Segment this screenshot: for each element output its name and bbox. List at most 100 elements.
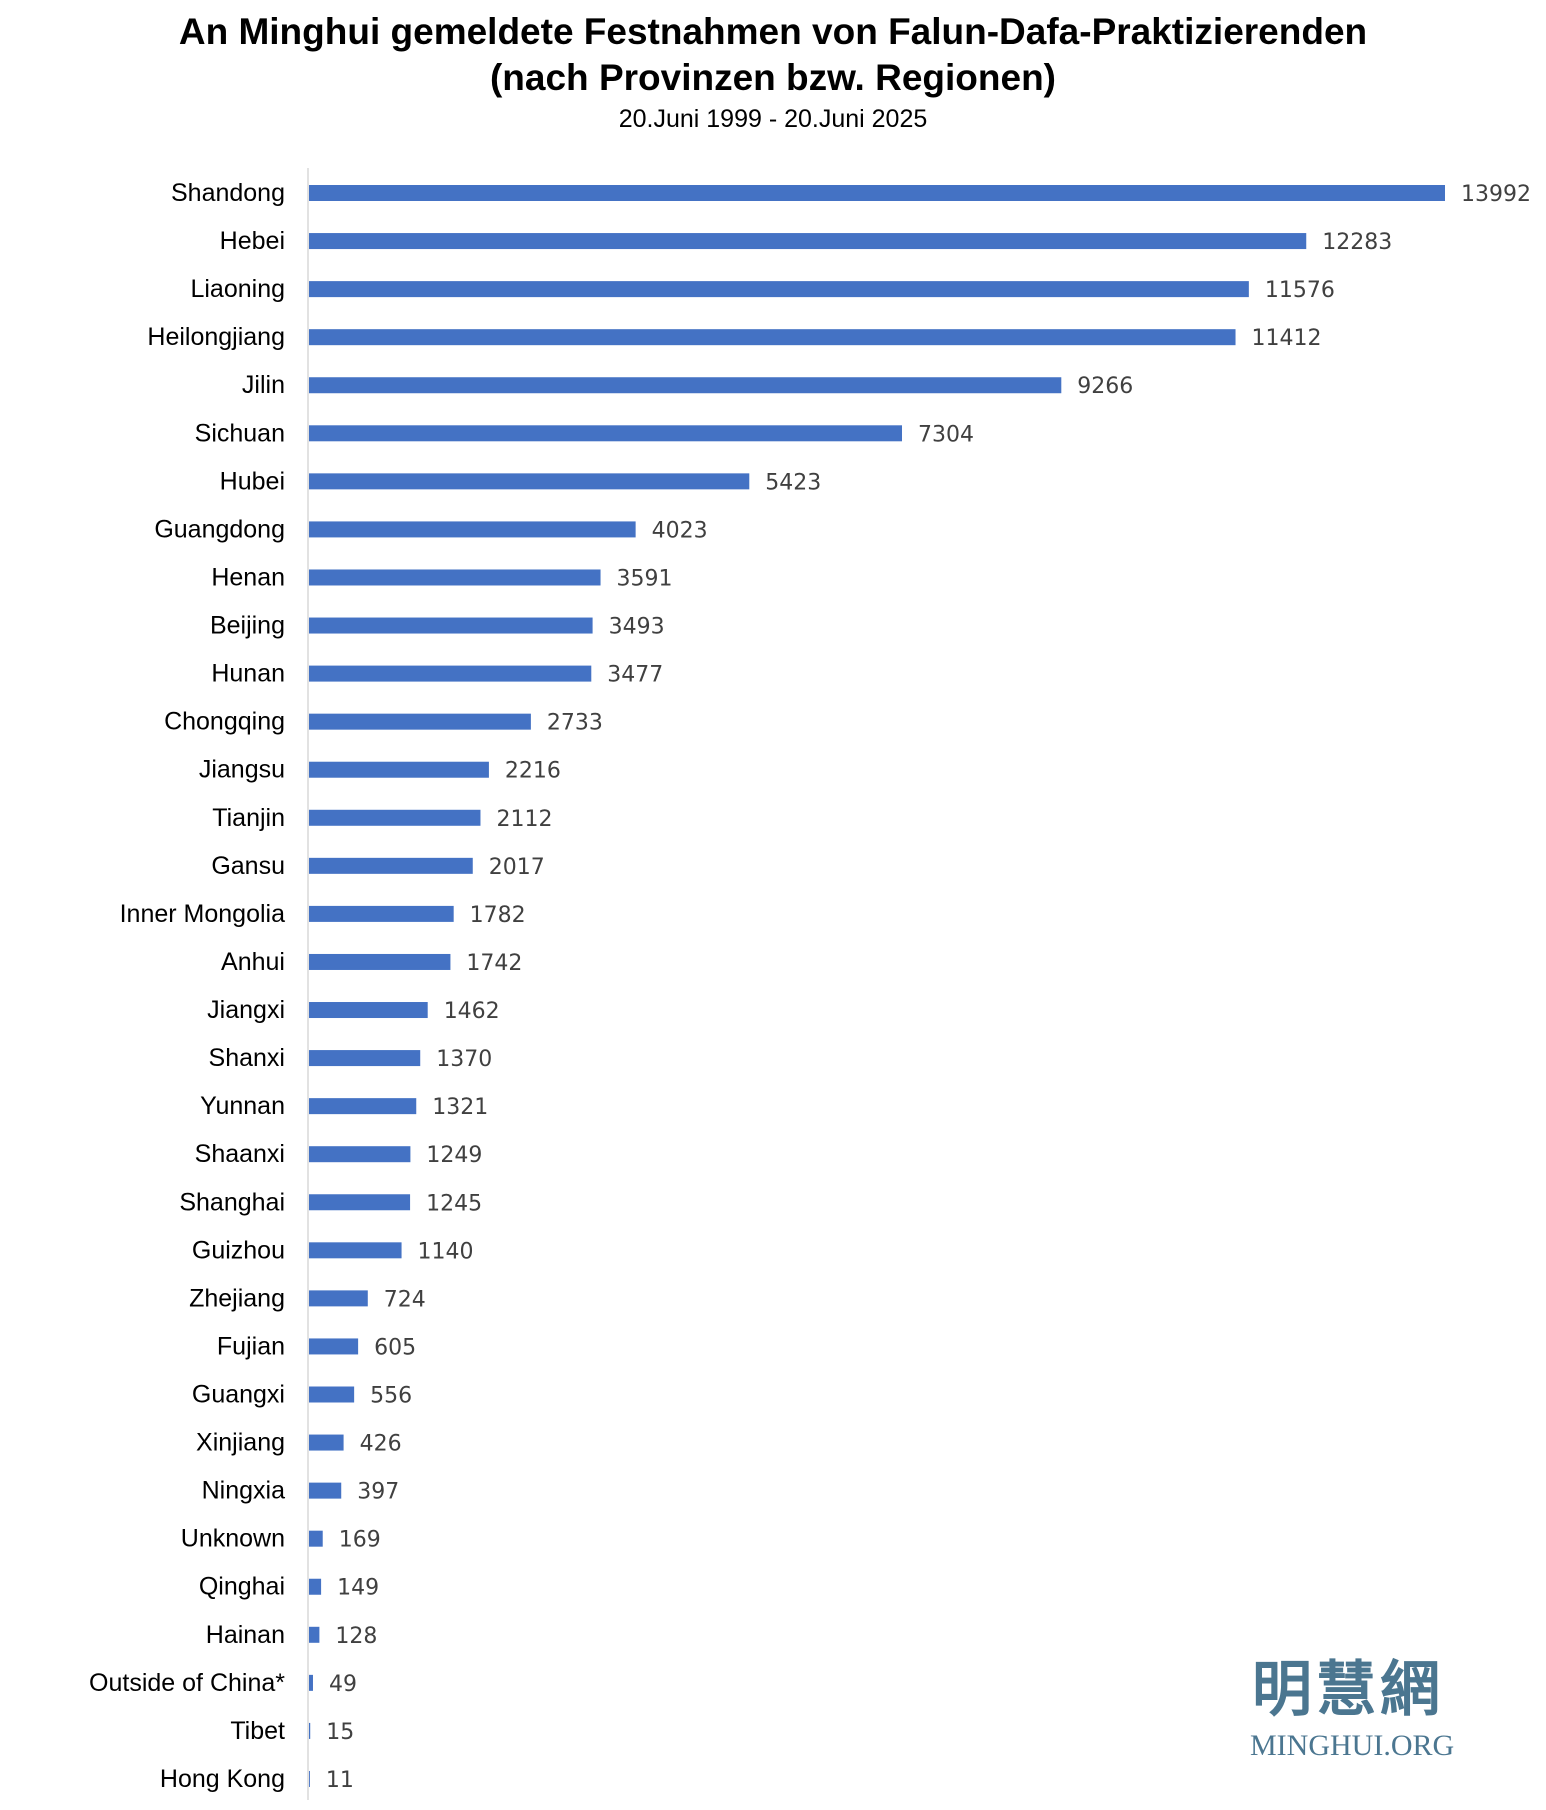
bar bbox=[309, 1578, 322, 1595]
data-label: 724 bbox=[384, 1287, 426, 1312]
data-label: 5423 bbox=[765, 470, 821, 495]
category-label: Outside of China* bbox=[89, 1669, 285, 1697]
category-label: Fujian bbox=[217, 1332, 285, 1360]
category-label: Shaanxi bbox=[195, 1140, 285, 1168]
category-label: Chongqing bbox=[164, 708, 285, 736]
bar bbox=[309, 233, 1307, 250]
bar bbox=[309, 665, 592, 682]
data-label: 15 bbox=[326, 1720, 354, 1745]
data-label: 3591 bbox=[617, 566, 673, 591]
category-label: Anhui bbox=[221, 948, 285, 976]
bar bbox=[309, 761, 489, 778]
data-label: 9266 bbox=[1077, 374, 1133, 399]
data-label: 169 bbox=[339, 1528, 381, 1553]
category-label: Unknown bbox=[181, 1525, 285, 1553]
category-label: Sichuan bbox=[195, 419, 285, 447]
category-label: Guangdong bbox=[154, 515, 285, 543]
bar bbox=[309, 1146, 411, 1163]
category-label: Beijing bbox=[210, 612, 285, 640]
bar bbox=[309, 377, 1062, 394]
data-label: 11412 bbox=[1252, 326, 1322, 351]
bar bbox=[309, 185, 1445, 201]
category-label: Shanxi bbox=[209, 1044, 285, 1072]
bar bbox=[309, 1338, 359, 1355]
bar bbox=[309, 1242, 402, 1259]
category-label: Hong Kong bbox=[160, 1765, 285, 1793]
bar bbox=[309, 1482, 342, 1499]
category-label: Ningxia bbox=[202, 1477, 285, 1505]
data-label: 2216 bbox=[505, 759, 561, 784]
chart-subtitle: 20.Juni 1999 - 20.Juni 2025 bbox=[618, 105, 928, 133]
data-label: 2733 bbox=[547, 711, 603, 736]
data-label: 12283 bbox=[1322, 230, 1392, 255]
data-label: 11576 bbox=[1265, 278, 1335, 303]
minghui-logo: 明慧網 bbox=[1252, 1655, 1444, 1725]
data-label: 605 bbox=[374, 1335, 416, 1360]
bar bbox=[309, 473, 750, 490]
category-label: Tianjin bbox=[212, 804, 285, 832]
category-label: Yunnan bbox=[200, 1092, 285, 1120]
data-label: 1249 bbox=[426, 1143, 482, 1168]
chart-title-line2: (nach Provinzen bzw. Regionen) bbox=[489, 57, 1056, 98]
bar bbox=[309, 569, 601, 586]
bar bbox=[309, 857, 473, 874]
data-label: 1782 bbox=[470, 903, 526, 928]
category-label: Inner Mongolia bbox=[120, 900, 285, 928]
data-label: 7304 bbox=[918, 422, 974, 447]
category-label: Jilin bbox=[242, 371, 285, 399]
category-label: Heilongjiang bbox=[147, 323, 285, 351]
category-label: Qinghai bbox=[199, 1573, 285, 1601]
data-label: 11 bbox=[326, 1768, 354, 1793]
category-label: Henan bbox=[211, 563, 285, 591]
category-label: Hubei bbox=[220, 467, 285, 495]
category-label: Zhejiang bbox=[189, 1284, 285, 1312]
bar bbox=[309, 953, 451, 970]
data-label: 1370 bbox=[436, 1047, 492, 1072]
data-label: 1321 bbox=[432, 1095, 488, 1120]
bar bbox=[309, 1194, 411, 1211]
category-label: Tibet bbox=[230, 1717, 285, 1745]
bar bbox=[309, 329, 1236, 346]
bar bbox=[309, 1434, 344, 1451]
category-label: Hainan bbox=[206, 1621, 285, 1649]
data-label: 1140 bbox=[418, 1239, 474, 1264]
category-label: Hunan bbox=[211, 660, 285, 688]
data-label: 1742 bbox=[466, 951, 522, 976]
bar bbox=[309, 1770, 310, 1787]
data-label: 397 bbox=[357, 1480, 399, 1505]
category-label: Gansu bbox=[211, 852, 285, 880]
category-label: Xinjiang bbox=[196, 1429, 285, 1457]
bar bbox=[309, 1002, 428, 1019]
bar bbox=[309, 809, 481, 826]
data-label: 4023 bbox=[652, 518, 708, 543]
data-label: 149 bbox=[337, 1576, 379, 1601]
bar bbox=[309, 617, 593, 634]
data-label: 1462 bbox=[444, 999, 500, 1024]
bar bbox=[309, 1674, 313, 1691]
data-label: 49 bbox=[329, 1672, 357, 1697]
category-label: Shanghai bbox=[179, 1188, 285, 1216]
bar bbox=[309, 1722, 311, 1739]
data-label: 128 bbox=[335, 1624, 377, 1649]
data-label: 1245 bbox=[426, 1191, 482, 1216]
bar bbox=[309, 425, 903, 442]
bar bbox=[309, 1098, 417, 1115]
category-label: Guangxi bbox=[192, 1381, 285, 1409]
data-label: 13992 bbox=[1461, 182, 1531, 207]
data-label: 2112 bbox=[496, 807, 552, 832]
minghui-logo-text: MINGHUI.ORG bbox=[1250, 1729, 1455, 1762]
bar bbox=[309, 281, 1249, 298]
category-label: Jiangsu bbox=[199, 756, 285, 784]
data-label: 2017 bbox=[489, 855, 545, 880]
bar bbox=[309, 905, 454, 922]
category-label: Guizhou bbox=[192, 1236, 285, 1264]
data-label: 426 bbox=[360, 1432, 402, 1457]
bar bbox=[309, 1626, 320, 1643]
bar bbox=[309, 1050, 421, 1067]
category-label: Hebei bbox=[220, 227, 285, 255]
chart-title: An Minghui gemeldete Festnahmen von Falu… bbox=[178, 11, 1368, 52]
data-label: 556 bbox=[370, 1384, 412, 1409]
bar bbox=[309, 1290, 368, 1307]
category-label: Jiangxi bbox=[207, 996, 285, 1024]
